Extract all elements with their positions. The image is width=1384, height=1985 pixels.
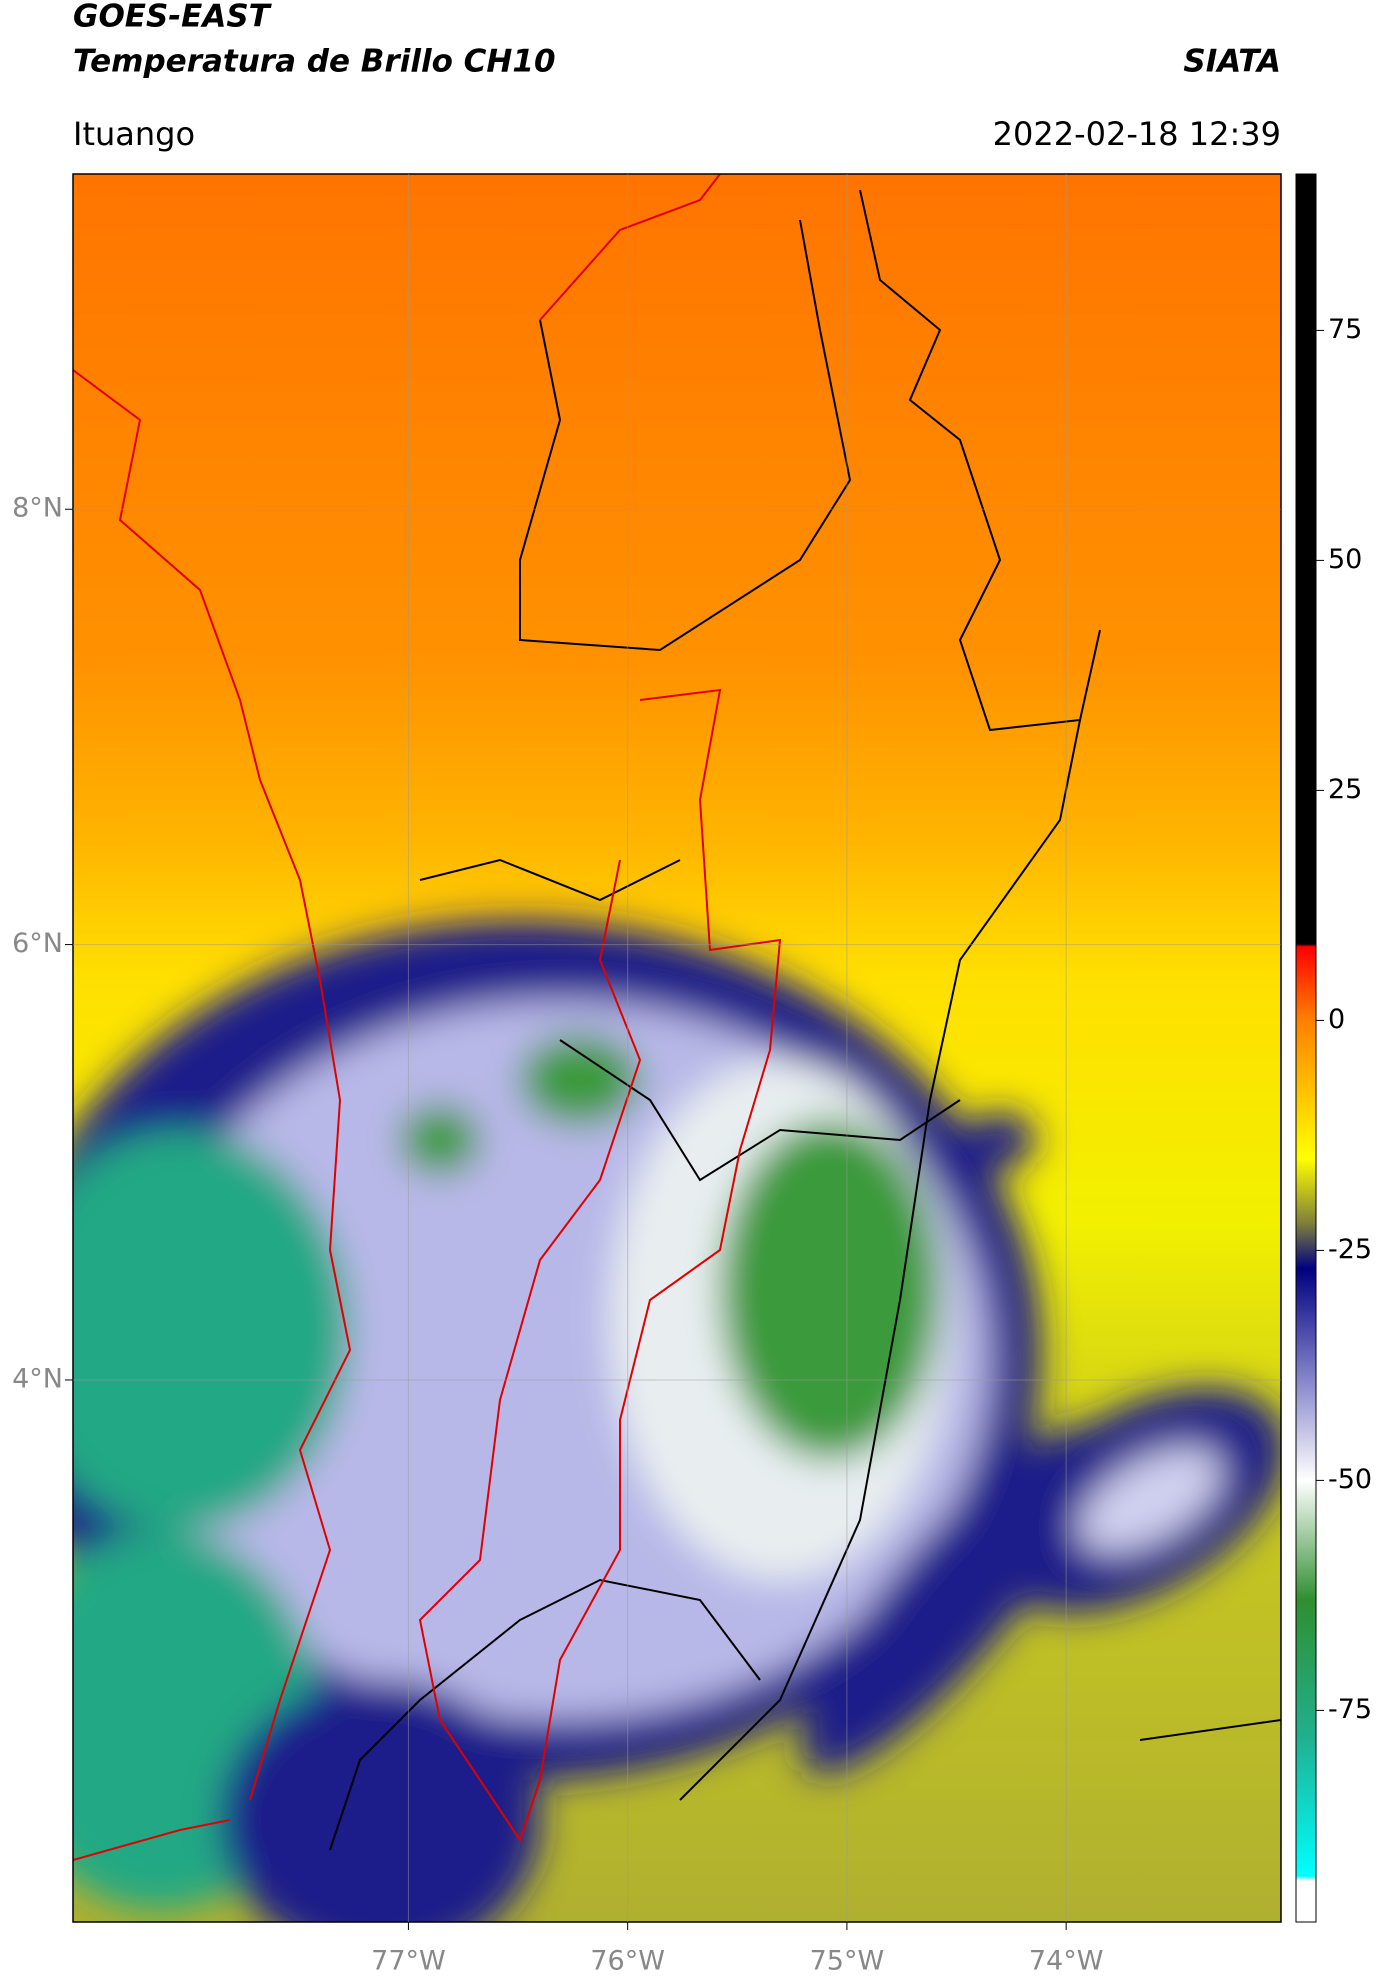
lon-label: 75°W <box>810 1946 885 1977</box>
product: Temperatura de Brillo CH10 <box>73 44 556 80</box>
colorbar-label: -25 <box>1328 1234 1372 1265</box>
lon-label: 77°W <box>371 1946 446 1977</box>
lat-label: 6°N <box>12 928 63 959</box>
satellite-image <box>73 174 1281 1922</box>
satellite: GOES-EAST <box>73 0 273 35</box>
lat-label: 8°N <box>12 493 63 524</box>
colorbar: 75 50 25 0 -25 -50 -75 <box>1295 173 1372 1923</box>
datetime: 2022-02-18 12:39 <box>993 115 1281 153</box>
colorbar-label: 0 <box>1328 1004 1345 1035</box>
source: SIATA <box>1183 44 1281 80</box>
lon-label: 74°W <box>1029 1946 1104 1977</box>
region: Ituango <box>73 115 195 153</box>
axes: 8°N 6°N 4°N 77°W 76°W 75°W 74°W <box>12 174 1281 1977</box>
lat-label: 4°N <box>12 1363 63 1394</box>
colorbar-fill <box>1295 173 1317 1923</box>
colorbar-label: -75 <box>1328 1694 1372 1725</box>
colorbar-label: 75 <box>1328 314 1362 345</box>
colorbar-label: 25 <box>1328 774 1362 805</box>
colorbar-label: 50 <box>1328 544 1362 575</box>
lon-label: 76°W <box>590 1946 665 1977</box>
colorbar-label: -50 <box>1328 1464 1372 1495</box>
map-frame <box>72 173 1282 1923</box>
